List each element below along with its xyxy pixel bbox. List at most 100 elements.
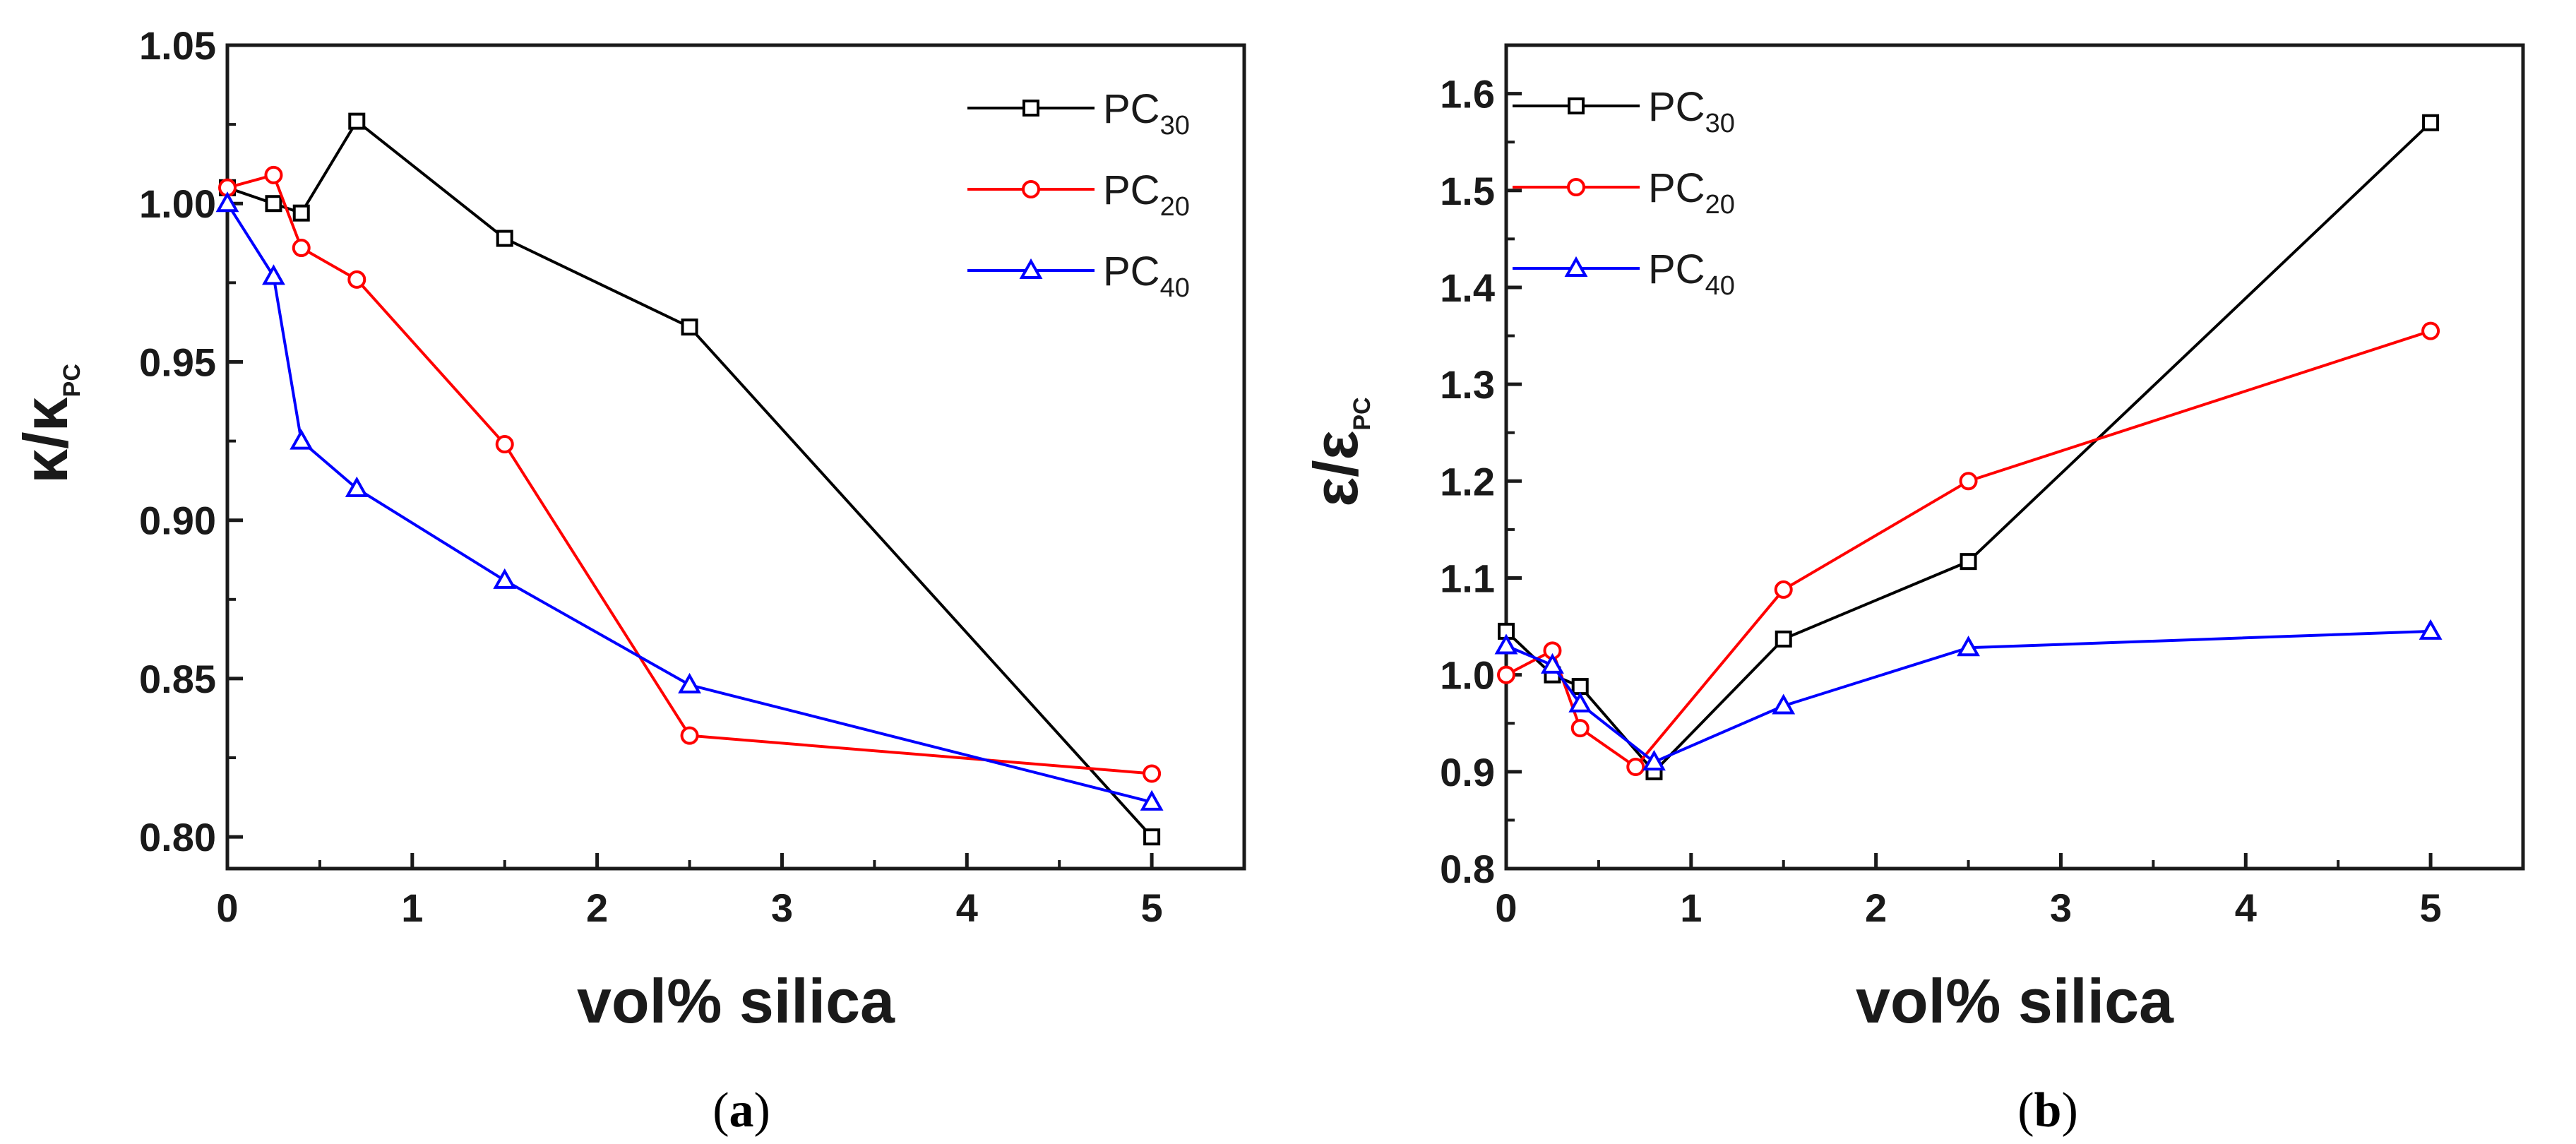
data-point-circle <box>1022 180 1040 198</box>
data-point-triangle <box>1019 258 1043 279</box>
data-point-square <box>1775 630 1792 648</box>
y-tick-label: 1.1 <box>1440 556 1495 600</box>
series-line <box>1505 329 2431 769</box>
x-tick-label: 2 <box>586 886 608 930</box>
caption-paren-close: ) <box>754 1083 770 1138</box>
data-point-triangle <box>1772 693 1796 715</box>
data-point-triangle <box>493 568 517 589</box>
data-point-triangle <box>262 264 285 285</box>
series-pc20 <box>218 165 1162 783</box>
data-point-square <box>292 204 310 222</box>
y-tick-label: 0.95 <box>139 340 216 384</box>
legend-label-main: PC <box>1648 84 1705 130</box>
plot-frame <box>225 43 1246 871</box>
x-tick-label: 3 <box>771 886 793 930</box>
data-point-triangle <box>1564 256 1588 277</box>
y-axis-title-subscript: PC <box>59 364 85 397</box>
legend-label-subscript: 30 <box>1705 109 1735 138</box>
y-axis-title-main: κ/κ <box>11 396 80 484</box>
legend-label-subscript: 40 <box>1705 271 1735 301</box>
legend-label: PC30 <box>1103 86 1190 141</box>
data-point-square <box>1022 100 1039 117</box>
x-axis-title: vol% silica <box>1856 966 2174 1036</box>
data-point-circle <box>264 165 283 184</box>
x-tick-label: 3 <box>2050 886 2072 930</box>
x-tick-label: 1 <box>1680 886 1702 930</box>
y-tick-label: 0.8 <box>1440 847 1495 891</box>
series-line <box>226 203 1152 804</box>
caption-letter: a <box>729 1083 754 1138</box>
legend-label: PC20 <box>1648 165 1735 220</box>
panel-caption: (a) <box>712 1083 770 1138</box>
data-point-square <box>1571 678 1589 696</box>
y-tick-label: 0.9 <box>1440 750 1495 794</box>
legend-label-main: PC <box>1103 167 1160 213</box>
data-point-circle <box>1567 178 1585 196</box>
caption-paren-close: ) <box>2061 1083 2077 1138</box>
legend-label: PC30 <box>1648 84 1735 138</box>
data-point-circle <box>495 435 514 454</box>
x-tick-label: 1 <box>401 886 423 930</box>
legend-label: PC40 <box>1103 249 1190 303</box>
y-tick-label: 1.2 <box>1440 459 1495 504</box>
data-point-circle <box>1774 580 1793 599</box>
legend-label-main: PC <box>1648 246 1705 292</box>
legend-label-subscript: 40 <box>1160 273 1190 303</box>
plot-frame <box>1504 43 2525 871</box>
y-axis-title: κ/κPC <box>11 364 85 484</box>
x-tick-label: 5 <box>1141 886 1163 930</box>
y-tick-label: 0.85 <box>139 657 216 701</box>
x-tick-label: 0 <box>1495 886 1517 930</box>
data-point-triangle <box>1957 636 1980 657</box>
y-tick-label: 1.5 <box>1440 169 1495 213</box>
y-tick-label: 1.6 <box>1440 72 1495 117</box>
data-point-triangle <box>1642 750 1666 771</box>
data-point-square <box>496 230 513 247</box>
data-point-square <box>1960 553 1977 571</box>
series-pc40 <box>215 191 1164 811</box>
caption-paren-open: ( <box>712 1083 729 1138</box>
y-axis-title: ε/εPC <box>1301 397 1376 506</box>
legend-label: PC40 <box>1648 246 1735 301</box>
y-axis-title-subscript: PC <box>1349 397 1376 430</box>
data-point-triangle <box>678 672 701 693</box>
data-point-square <box>2422 114 2440 131</box>
data-point-square <box>1568 97 1585 114</box>
panel-b: 0 1 2 3 4 5 0.8 0.9 1.0 1.1 1.2 1.3 1.4 1.5 1.6 vol% si… <box>1301 43 2525 1138</box>
data-point-triangle <box>290 429 314 450</box>
data-point-triangle <box>1494 633 1518 655</box>
y-axis-title-main: ε/ε <box>1301 431 1371 507</box>
legend-label-subscript: 20 <box>1705 190 1735 220</box>
x-tick-label: 2 <box>1865 886 1887 930</box>
series-pc20 <box>1497 321 2440 776</box>
data-point-triangle <box>1140 790 1164 811</box>
x-tick-label: 4 <box>2235 886 2257 930</box>
legend-label-main: PC <box>1103 86 1160 132</box>
data-point-circle <box>1626 757 1645 776</box>
data-point-circle <box>1143 764 1162 783</box>
series-pc30 <box>1498 114 2440 780</box>
y-tick-label: 0.80 <box>139 815 216 859</box>
data-point-circle <box>1959 472 1978 491</box>
legend-label-subscript: 20 <box>1160 192 1190 222</box>
legend-label-subscript: 30 <box>1160 111 1190 141</box>
data-point-circle <box>1570 719 1590 738</box>
y-tick-label: 1.05 <box>139 23 216 68</box>
data-point-circle <box>347 270 366 289</box>
series-pc40 <box>1494 619 2443 771</box>
data-point-square <box>348 112 366 130</box>
x-tick-label: 4 <box>956 886 978 930</box>
data-point-triangle <box>2419 619 2443 640</box>
caption-paren-open: ( <box>2017 1083 2034 1138</box>
legend-label-main: PC <box>1648 165 1705 211</box>
y-tick-label: 1.3 <box>1440 362 1495 407</box>
data-point-triangle <box>345 476 369 497</box>
data-point-square <box>1143 828 1161 846</box>
panel-a: 0 1 2 3 4 5 0.80 0.85 0.90 0.95 1.00 1.05 vol% silic… <box>11 23 1246 1138</box>
caption-letter: b <box>2034 1083 2062 1138</box>
x-axis-title: vol% silica <box>577 966 895 1036</box>
data-point-circle <box>680 726 699 745</box>
